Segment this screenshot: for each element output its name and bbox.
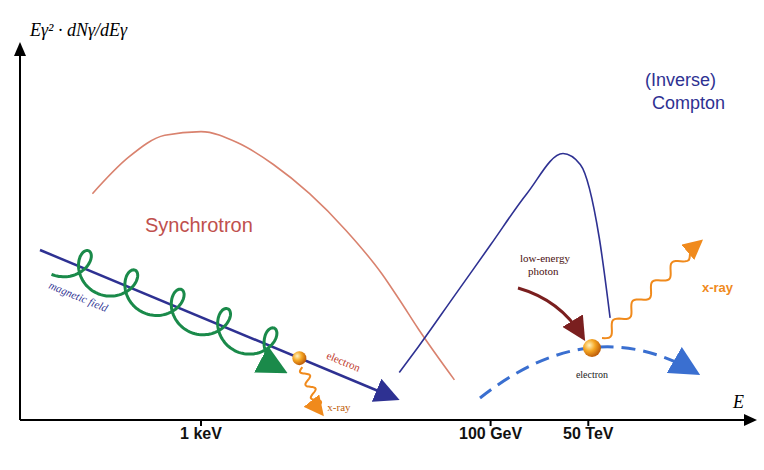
svg-text:low-energy: low-energy (520, 252, 570, 264)
svg-text:50 TeV: 50 TeV (563, 425, 614, 442)
svg-text:Compton: Compton (652, 93, 725, 113)
svg-text:Synchrotron: Synchrotron (145, 214, 253, 236)
svg-text:electron: electron (325, 349, 363, 374)
svg-text:x-ray: x-ray (702, 280, 734, 295)
svg-text:magnetic field: magnetic field (47, 279, 110, 314)
svg-text:photon: photon (528, 265, 559, 277)
svg-text:electron: electron (576, 369, 608, 380)
svg-text:1 keV: 1 keV (180, 425, 222, 442)
svg-text:Eγ² · dNγ/dEγ: Eγ² · dNγ/dEγ (29, 20, 128, 40)
svg-text:100 GeV: 100 GeV (459, 425, 522, 442)
svg-text:x-ray: x-ray (327, 401, 351, 413)
svg-text:E: E (732, 392, 744, 412)
svg-text:(Inverse): (Inverse) (645, 70, 716, 90)
